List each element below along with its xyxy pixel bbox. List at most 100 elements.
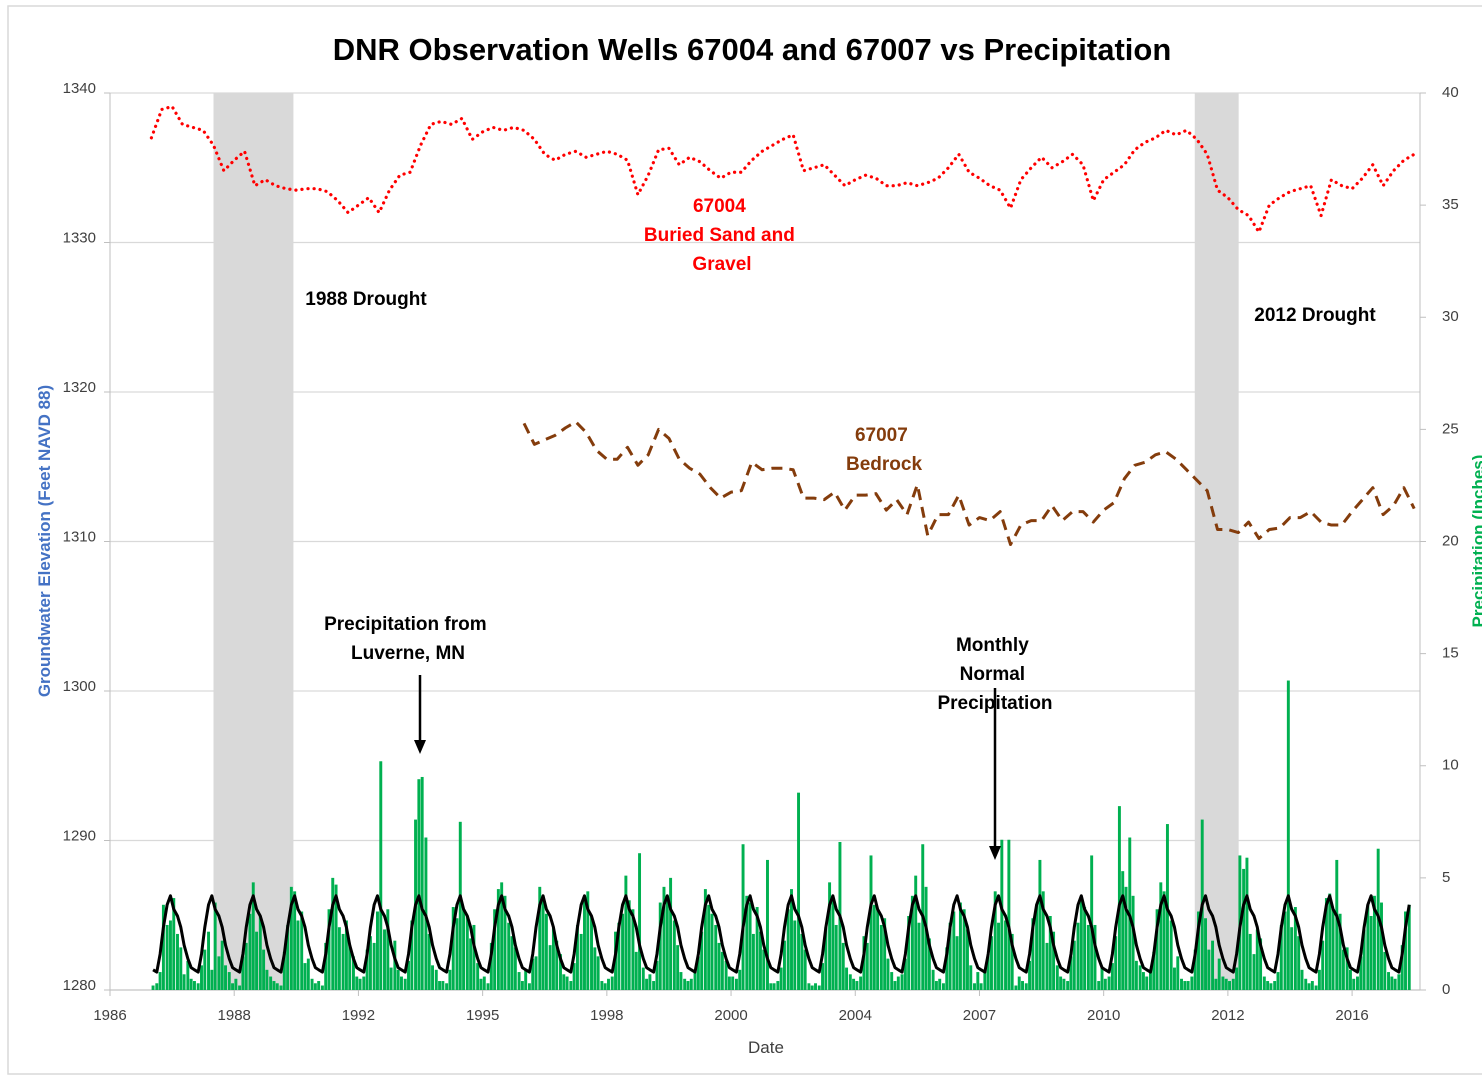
precipitation-bar <box>621 913 625 990</box>
precipitation-bar <box>1117 806 1121 990</box>
annotation-line: 2012 Drought <box>1254 305 1376 326</box>
precipitation-bar <box>362 976 366 990</box>
precipitation-bar <box>324 942 328 990</box>
background-layer <box>104 92 1426 996</box>
precipitation-bar <box>1383 951 1387 990</box>
precipitation-bar <box>886 958 890 990</box>
precipitation-bar <box>1107 976 1111 990</box>
precipitation-bar <box>679 972 683 990</box>
precipitation-bar <box>965 929 969 990</box>
precipitation-bar <box>386 909 390 990</box>
precipitation-bar <box>455 918 459 990</box>
precipitation-bar <box>707 904 711 990</box>
marks-layer <box>149 104 1416 990</box>
precipitation-bar <box>172 898 176 990</box>
precipitation-bar <box>555 940 559 990</box>
x-tick-label: 1992 <box>342 1007 375 1024</box>
precipitation-bar <box>762 949 766 990</box>
annotation: 2012 Drought <box>1254 305 1376 326</box>
precipitation-bar <box>872 904 876 990</box>
precipitation-bar <box>586 891 590 990</box>
precipitation-bar <box>955 936 959 990</box>
precipitation-bar <box>251 882 255 990</box>
precipitation-bar <box>372 942 376 990</box>
precipitation-bar <box>724 960 728 990</box>
precipitation-bar <box>410 920 414 990</box>
precipitation-bar <box>151 985 155 990</box>
y-tick-label: 1290 <box>63 827 96 844</box>
precipitation-bar <box>179 947 183 990</box>
y-tick-label: 1330 <box>63 229 96 246</box>
precipitation-bar <box>841 942 845 990</box>
precipitation-bar <box>1159 882 1163 990</box>
precipitation-bar <box>979 983 983 990</box>
precipitation-bar <box>241 956 245 990</box>
precipitation-bar <box>1262 976 1266 990</box>
precipitation-bar <box>831 900 835 990</box>
precipitation-bar <box>1103 978 1107 990</box>
precipitation-bar <box>1035 904 1039 990</box>
precipitation-bar <box>534 956 538 990</box>
precipitation-bar <box>548 945 552 990</box>
precipitation-bar <box>1045 942 1049 990</box>
precipitation-bar <box>817 985 821 990</box>
precipitation-bar <box>389 967 393 990</box>
precipitation-bar <box>1007 839 1011 990</box>
y2-tick-label: 15 <box>1442 645 1459 662</box>
precipitation-bar <box>948 922 952 990</box>
precipitation-bar <box>234 978 238 990</box>
precipitation-bar <box>869 855 873 990</box>
precipitation-bar <box>417 779 421 990</box>
precipitation-bar <box>1024 983 1028 990</box>
precipitation-bar <box>279 985 283 990</box>
annotation-line: Bedrock <box>846 454 922 475</box>
y-tick-label: 1310 <box>63 528 96 545</box>
precipitation-bar <box>738 969 742 990</box>
precipitation-bar <box>269 976 273 990</box>
precipitation-bar <box>1242 868 1246 990</box>
annotation: Monthly Normal Precipitation <box>937 635 1052 714</box>
precipitation-bar <box>1145 976 1149 990</box>
precipitation-bar <box>1224 978 1228 990</box>
arrow <box>989 688 1001 860</box>
precipitation-bar <box>1110 963 1114 990</box>
precipitation-bar <box>766 859 769 990</box>
precipitation-bar <box>496 889 500 990</box>
precipitation-bar <box>1152 951 1156 990</box>
precipitation-bar <box>627 900 631 990</box>
precipitation-bar <box>469 938 473 990</box>
precipitation-bar <box>1211 940 1215 990</box>
precipitation-bar <box>1076 922 1080 990</box>
precipitation-bar <box>1324 898 1328 990</box>
precipitation-bar <box>648 974 652 990</box>
precipitation-bar <box>1041 891 1045 990</box>
precipitation-bar <box>607 978 610 990</box>
precipitation-bar <box>1273 981 1277 990</box>
precipitation-bar <box>786 909 790 990</box>
precipitation-bar <box>1269 983 1273 990</box>
precipitation-bar <box>538 886 542 990</box>
y2-tick-label: 30 <box>1442 308 1459 325</box>
precipitation-bar <box>200 965 203 990</box>
precipitation-bar <box>1266 981 1270 990</box>
precipitation-bar <box>559 954 562 990</box>
precipitation-bar <box>527 983 531 990</box>
precipitation-bar <box>524 969 528 990</box>
precipitation-bar <box>689 978 693 990</box>
x-tick-label: 2000 <box>714 1007 747 1024</box>
precipitation-bar <box>776 981 780 990</box>
precipitation-bar <box>828 882 832 990</box>
precipitation-bar <box>745 895 749 990</box>
precipitation-bar <box>341 933 345 990</box>
precipitation-bar <box>1176 956 1180 990</box>
precipitation-bar <box>562 974 566 990</box>
annotation-line: Monthly <box>956 635 1029 656</box>
precipitation-bar <box>797 792 801 990</box>
arrow <box>414 675 426 754</box>
precipitation-bar <box>155 983 159 990</box>
precipitation-bar <box>1134 960 1138 990</box>
precipitation-bar <box>790 889 793 990</box>
precipitation-bar <box>320 985 324 990</box>
precipitation-bar <box>344 920 348 990</box>
precipitation-bar <box>734 978 738 990</box>
